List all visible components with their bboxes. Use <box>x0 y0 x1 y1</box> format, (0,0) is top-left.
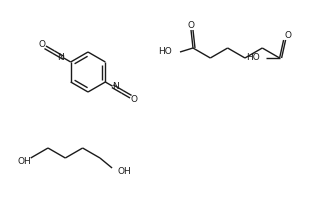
Text: HO: HO <box>246 52 260 61</box>
Text: N: N <box>112 82 119 91</box>
Text: OH: OH <box>117 167 131 176</box>
Text: O: O <box>188 20 194 29</box>
Text: O: O <box>130 95 137 104</box>
Text: O: O <box>39 40 46 49</box>
Text: O: O <box>284 31 291 40</box>
Text: OH: OH <box>18 157 31 166</box>
Text: N: N <box>57 53 64 62</box>
Text: HO: HO <box>158 47 172 56</box>
